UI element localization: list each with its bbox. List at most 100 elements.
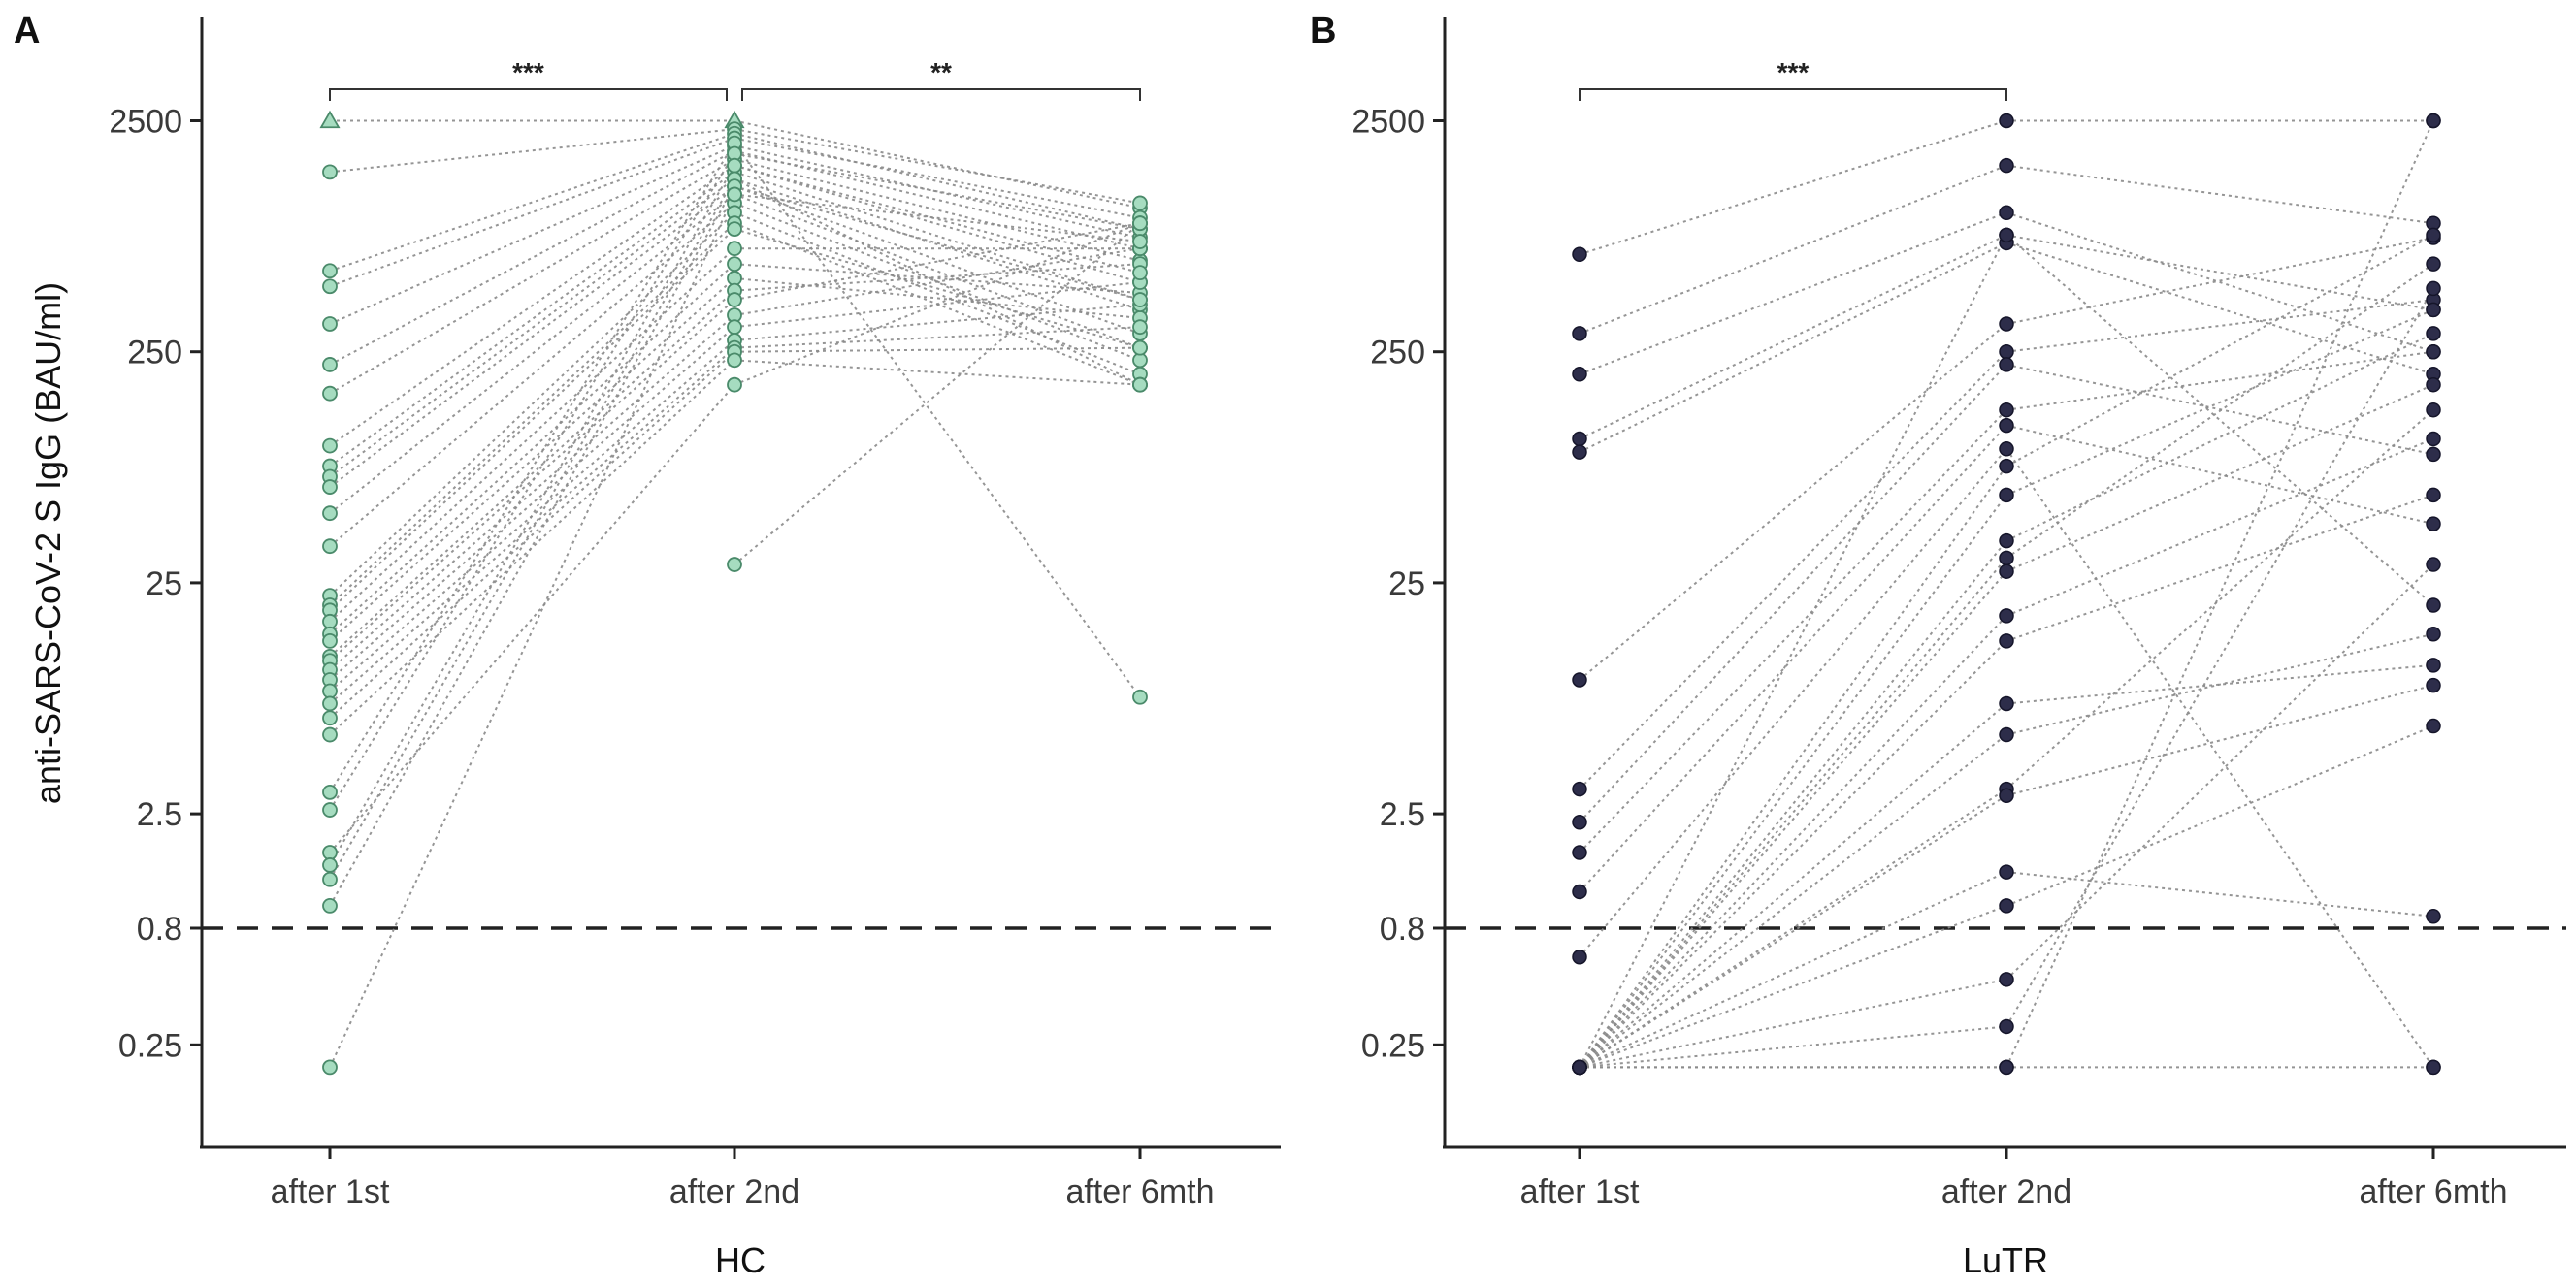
data-point [1999, 402, 2014, 418]
subject-26-segment-2 [2005, 564, 2434, 981]
subject-10-segment-2 [2005, 424, 2434, 526]
subject-2-segment-1 [1579, 164, 2007, 335]
subject-29-segment-2 [2005, 120, 2434, 1068]
subject-23-segment-2 [2005, 684, 2434, 797]
data-point [1999, 343, 2014, 360]
data-point [322, 784, 338, 800]
subject-8-segment-2 [2005, 363, 2434, 456]
subject-24-segment-1 [329, 339, 735, 692]
subject-19-segment-1 [1579, 640, 2007, 1069]
subject-5-segment-1 [329, 145, 735, 325]
y-tick-label: 0.25 [1361, 1027, 1425, 1064]
data-point [1999, 564, 2014, 579]
subject-28-segment-2 [734, 143, 1141, 698]
subject-27-segment-2 [734, 359, 1141, 386]
subject-24-segment-1 [1579, 871, 2007, 1069]
data-point [322, 263, 338, 279]
data-point [322, 726, 338, 743]
data-point [1132, 195, 1148, 211]
subject-32-segment-2 [734, 177, 1141, 386]
subject-25-segment-2 [2005, 724, 2434, 907]
subject-10-segment-2 [734, 177, 1141, 311]
data-point [727, 292, 742, 307]
subject-9-segment-1 [329, 171, 735, 467]
subject-26-segment-1 [1579, 978, 2007, 1069]
data-point [2426, 113, 2441, 129]
subject-25-segment-1 [1579, 904, 2007, 1069]
data-point [1572, 431, 1587, 447]
data-point [2426, 256, 2441, 272]
subject-13-segment-1 [329, 202, 735, 547]
subject-12-segment-1 [1579, 234, 2007, 1068]
data-point [322, 278, 338, 295]
data-point [322, 695, 338, 712]
data-point [322, 802, 338, 818]
data-point [322, 898, 338, 914]
data-point [322, 385, 338, 402]
subject-17-segment-1 [329, 247, 735, 623]
data-point [727, 221, 742, 238]
panel-b-x-ticks: after 1st after 2nd after 6mth [1520, 1147, 2508, 1210]
data-point [2426, 487, 2441, 503]
y-tick-label: 25 [146, 565, 182, 602]
significance-bracket [741, 88, 1141, 101]
data-point [322, 871, 338, 887]
panel-a-y-title: anti-SARS-CoV-2 S IgG (BAU/ml) [28, 282, 68, 804]
subject-29-segment-1 [329, 152, 735, 811]
x-tick-label: after 2nd [1941, 1174, 2071, 1210]
panel-b-significance-brackets: *** [1579, 57, 2007, 101]
data-point [322, 613, 338, 629]
data-point [727, 557, 742, 572]
subject-13-segment-2 [2005, 234, 2434, 467]
significance-label: *** [1777, 57, 1810, 87]
subject-3-segment-1 [1579, 211, 2007, 375]
subject-27-segment-1 [1579, 1025, 2007, 1069]
panel-b-points [1572, 113, 2441, 1076]
data-point [2426, 909, 2441, 924]
subject-29-segment-2 [734, 152, 1141, 231]
data-point [322, 857, 338, 873]
panel-a-points [319, 110, 1148, 1076]
data-point [322, 1059, 338, 1076]
subject-8-segment-1 [1579, 364, 2007, 823]
subject-4-segment-1 [1579, 234, 2007, 440]
subject-4-segment-1 [329, 137, 735, 288]
subject-2-segment-2 [734, 128, 1141, 205]
data-point [1572, 367, 1587, 382]
subject-15-segment-1 [1579, 539, 2007, 1069]
subject-15-segment-2 [2005, 332, 2434, 542]
data-point [1999, 788, 2014, 804]
subject-7-segment-2 [734, 158, 1141, 262]
subject-7-segment-2 [2005, 299, 2434, 353]
subject-10-segment-1 [329, 177, 735, 478]
subject-23-segment-1 [329, 326, 735, 681]
subject-31-segment-1 [329, 165, 735, 866]
data-point [322, 437, 338, 454]
data-point [1999, 458, 2014, 474]
data-point [1999, 357, 2014, 372]
data-point [1132, 292, 1148, 307]
subject-1-segment-2 [734, 119, 1141, 209]
panel-a-label: A [14, 11, 40, 51]
y-tick-label: 250 [1370, 335, 1425, 371]
data-point [1132, 339, 1148, 356]
data-point [727, 157, 742, 174]
data-point [2426, 326, 2441, 341]
data-point [1999, 441, 2014, 457]
data-point [1999, 695, 2014, 712]
data-point [322, 538, 338, 555]
subject-35-segment-2 [734, 222, 1141, 565]
data-point [319, 110, 341, 129]
y-tick-label: 0.8 [137, 911, 182, 948]
panel-b-connections [1445, 119, 2566, 1069]
data-point [322, 316, 338, 332]
data-point [1999, 113, 2014, 129]
subject-11-segment-1 [329, 185, 735, 488]
subject-12-segment-2 [734, 193, 1141, 349]
subject-14-segment-1 [329, 211, 735, 596]
data-point [2426, 557, 2441, 572]
subject-28-segment-1 [329, 143, 735, 793]
subject-3-segment-1 [329, 132, 735, 273]
data-point [1572, 884, 1587, 900]
